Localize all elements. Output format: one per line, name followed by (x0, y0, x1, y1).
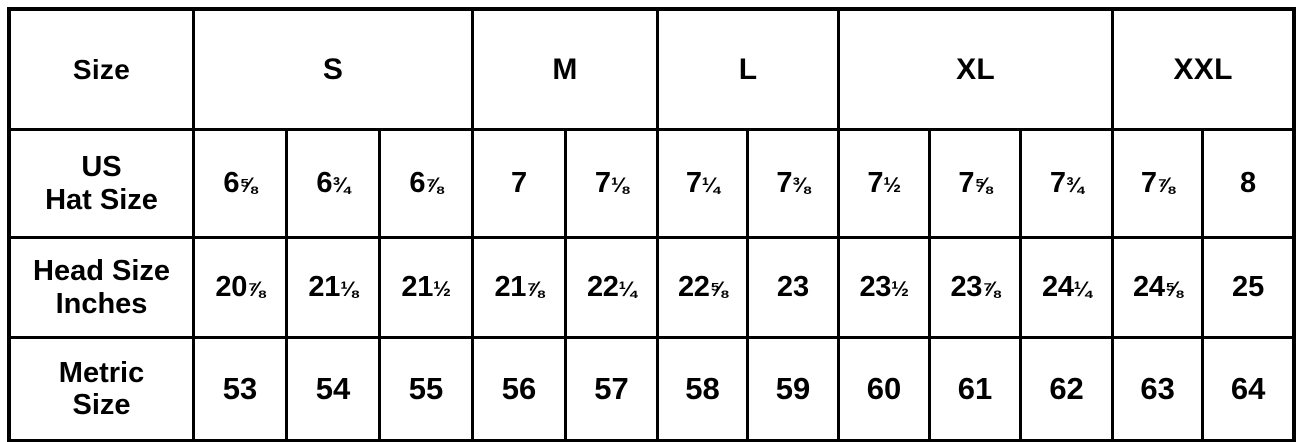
cell-metric-size-2: 54 (285, 336, 381, 442)
cell-metric-size-9: 61 (928, 336, 1023, 442)
cell-head-size-inches-9: 23⅞ (928, 236, 1023, 339)
table-header-row: Size S M L XL XXL (8, 8, 1296, 131)
cell-metric-size-6: 58 (656, 336, 750, 442)
cell-us-hat-size-2: 6¾ (285, 128, 381, 239)
cell-us-hat-size-4: 7 (471, 128, 568, 239)
hat-size-chart-table: Size S M L XL XXL US Hat Size 6⅝ 6¾ 6⅞ 7 7⅛ 7¼ 7⅜ 7½ 7⅝ 7… (6, 7, 1297, 442)
cell-us-hat-size-11: 7⅞ (1111, 128, 1205, 239)
size-group-header-s: S (191, 8, 475, 131)
cell-head-size-inches-7: 23 (746, 236, 841, 339)
table-row-us-hat-size: US Hat Size 6⅝ 6¾ 6⅞ 7 7⅛ 7¼ 7⅜ 7½ 7⅝ 7¾ 7⅞ 8 (8, 128, 1296, 239)
cell-head-size-inches-11: 24⅝ (1111, 236, 1205, 339)
cell-metric-size-3: 55 (377, 336, 475, 442)
cell-metric-size-10: 62 (1019, 336, 1115, 442)
row-label-us-hat-size: US Hat Size (8, 128, 195, 239)
cell-us-hat-size-1: 6⅝ (192, 128, 288, 239)
cell-us-hat-size-8: 7½ (837, 128, 932, 239)
cell-us-hat-size-6: 7¼ (656, 128, 750, 239)
size-group-header-xl: XL (837, 8, 1115, 131)
cell-head-size-inches-6: 22⅝ (656, 236, 750, 339)
cell-metric-size-4: 56 (471, 336, 568, 442)
cell-head-size-inches-10: 24¼ (1019, 236, 1115, 339)
cell-us-hat-size-10: 7¾ (1019, 128, 1115, 239)
cell-metric-size-1: 53 (192, 336, 288, 442)
cell-head-size-inches-2: 21⅛ (285, 236, 381, 339)
cell-head-size-inches-8: 23½ (837, 236, 932, 339)
size-group-header-m: M (471, 8, 660, 131)
cell-metric-size-8: 60 (837, 336, 932, 442)
cell-metric-size-7: 59 (746, 336, 841, 442)
cell-metric-size-11: 63 (1111, 336, 1205, 442)
header-row-label-size: Size (8, 8, 195, 131)
cell-head-size-inches-3: 21½ (377, 236, 475, 339)
row-label-metric-size: Metric Size (8, 336, 195, 442)
size-group-header-l: L (656, 8, 841, 131)
size-chart-container: Size S M L XL XXL US Hat Size 6⅝ 6¾ 6⅞ 7 7⅛ 7¼ 7⅜ 7½ 7⅝ 7… (6, 7, 1297, 442)
table-row-head-size-inches: Head Size Inches 20⅞ 21⅛ 21½ 21⅞ 22¼ 22⅝ 23 23½ 23… (8, 236, 1296, 339)
cell-head-size-inches-1: 20⅞ (192, 236, 288, 339)
cell-us-hat-size-3: 6⅞ (377, 128, 475, 239)
cell-head-size-inches-5: 22¼ (564, 236, 660, 339)
cell-head-size-inches-4: 21⅞ (471, 236, 568, 339)
cell-us-hat-size-12: 8 (1201, 128, 1296, 239)
row-label-head-size-inches: Head Size Inches (8, 236, 195, 339)
cell-us-hat-size-9: 7⅝ (928, 128, 1023, 239)
cell-metric-size-12: 64 (1201, 336, 1296, 442)
table-row-metric-size: Metric Size 53 54 55 56 57 58 59 60 61 62 63 64 (8, 336, 1296, 442)
cell-us-hat-size-7: 7⅜ (746, 128, 841, 239)
size-group-header-xxl: XXL (1111, 8, 1296, 131)
cell-head-size-inches-12: 25 (1201, 236, 1296, 339)
cell-metric-size-5: 57 (564, 336, 660, 442)
cell-us-hat-size-5: 7⅛ (564, 128, 660, 239)
